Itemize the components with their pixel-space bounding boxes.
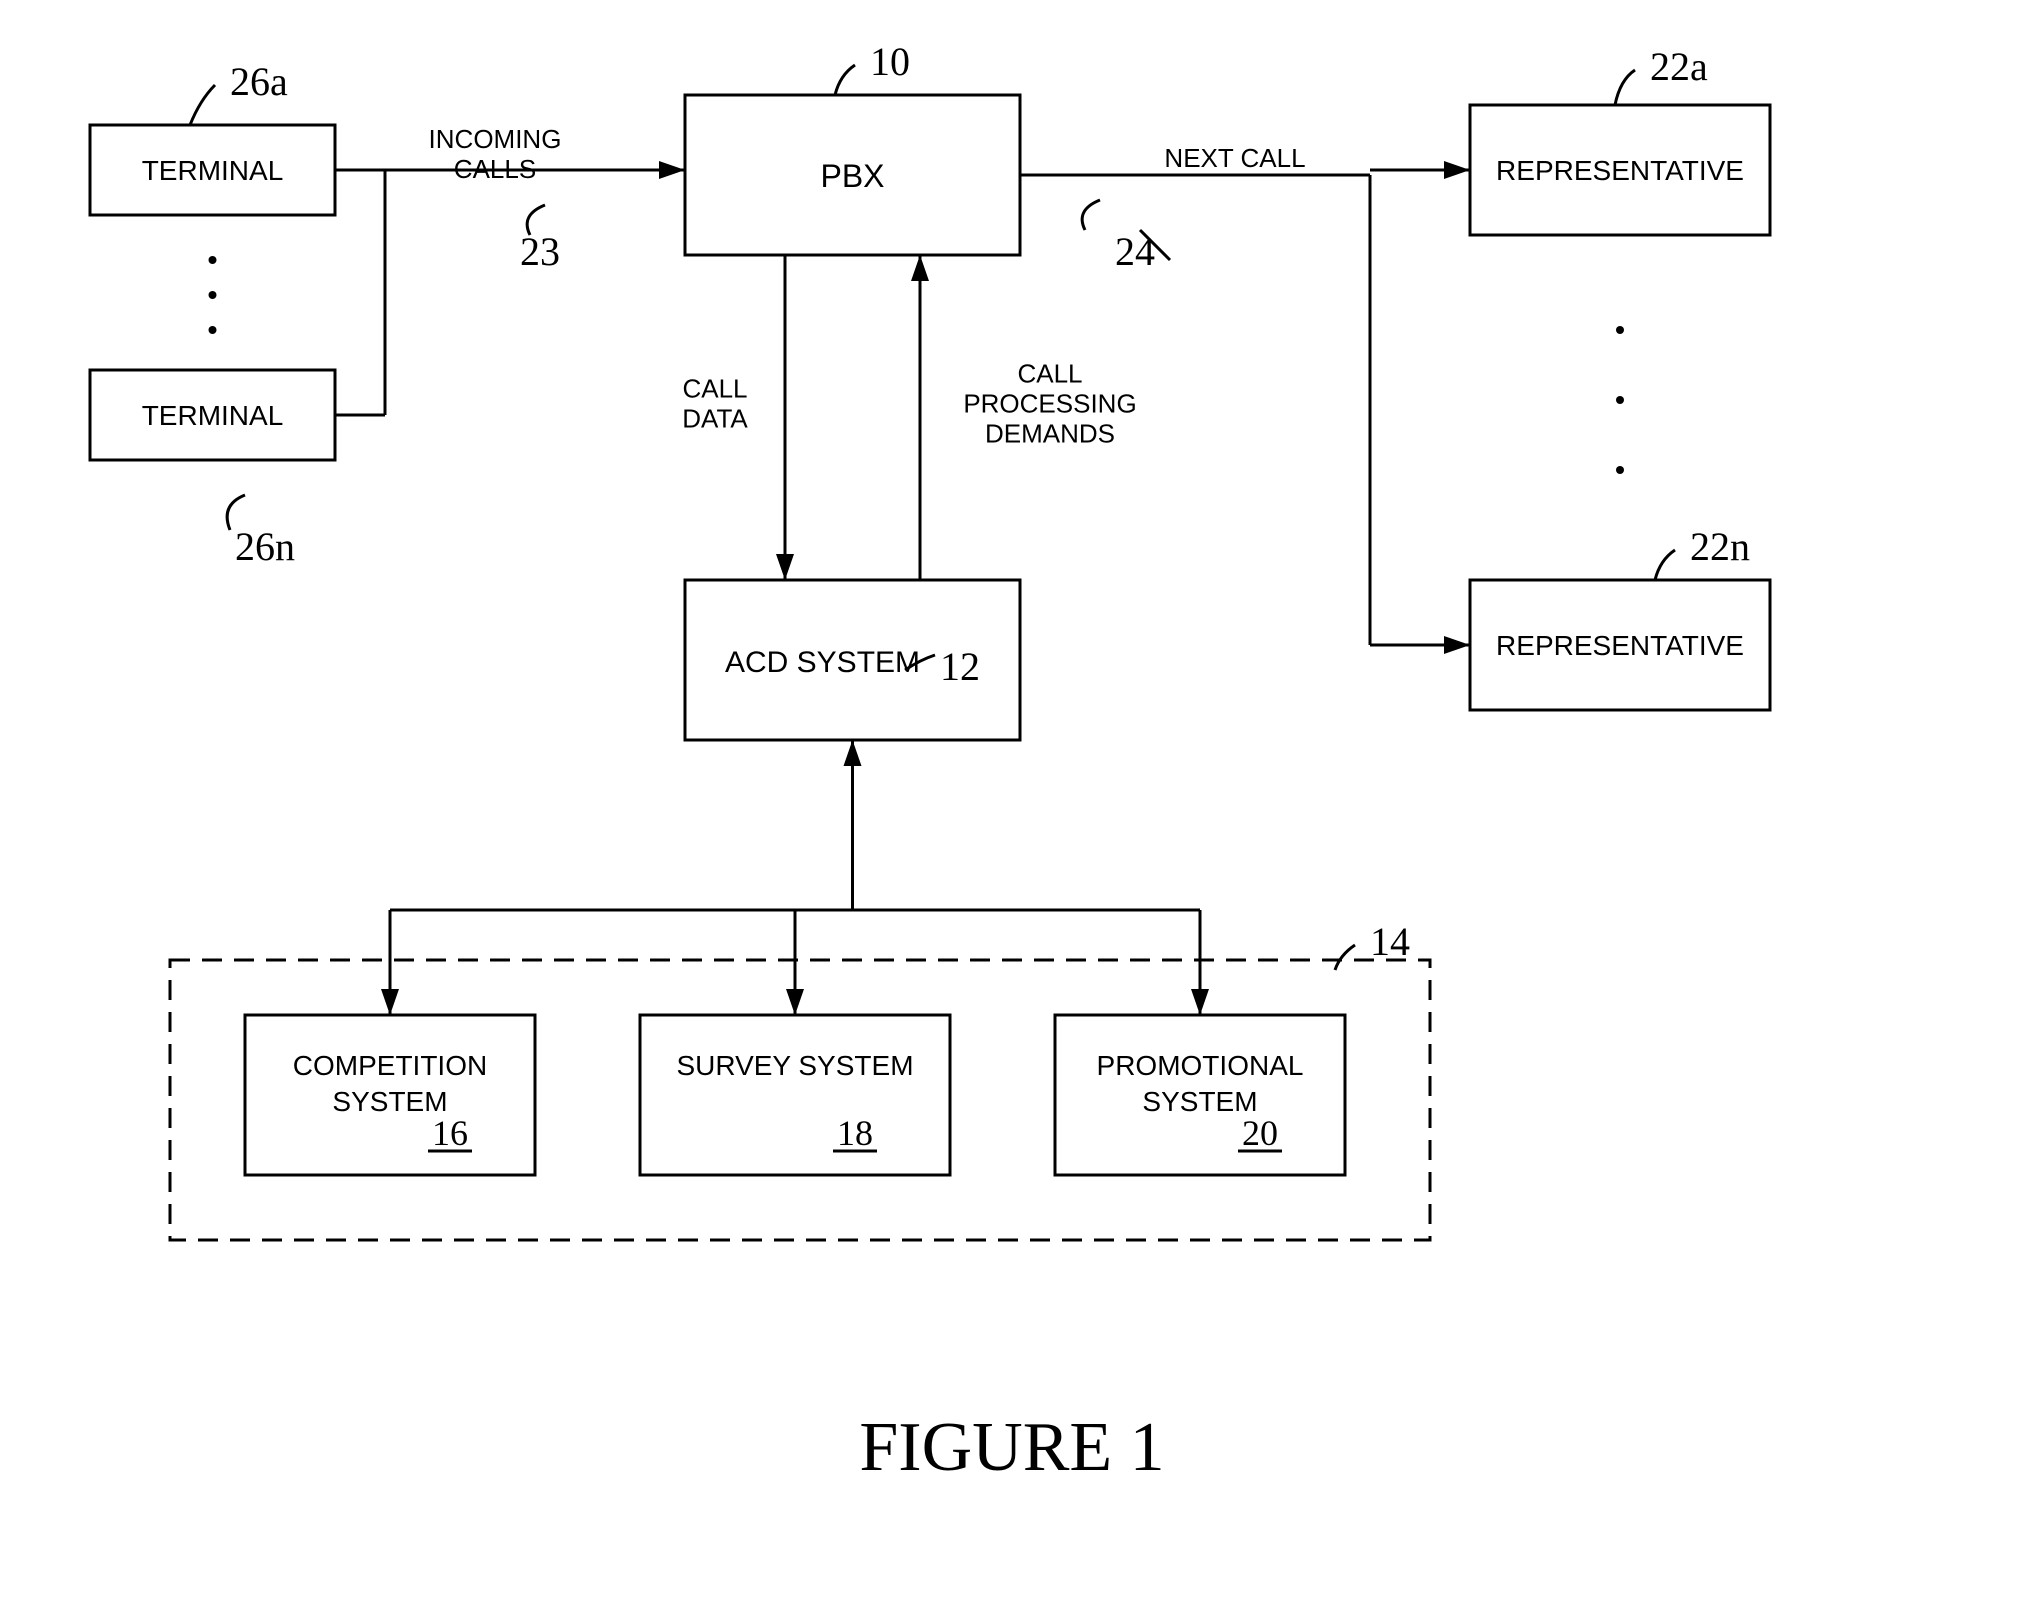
cpd-label-3: DEMANDS	[985, 419, 1115, 449]
ref-24: 24	[1115, 229, 1155, 274]
ref-23: 23	[520, 229, 560, 274]
terminal-a-label: TERMINAL	[142, 155, 284, 186]
ref-22n-leader	[1655, 550, 1675, 580]
figure-title: FIGURE 1	[859, 1409, 1164, 1486]
arrowhead	[1191, 989, 1209, 1015]
incoming-calls-label-1: INCOMING	[429, 124, 562, 154]
diagram-canvas: TERMINAL TERMINAL PBX ACD SYSTEM REPRESENTAT…	[0, 0, 2024, 1605]
ref-14-leader	[1335, 945, 1355, 970]
representative-a-label: REPRESENTATIVE	[1496, 155, 1744, 186]
representative-n-label: REPRESENTATIVE	[1496, 630, 1744, 661]
call-data-label-1: CALL	[682, 374, 747, 404]
competition-system-box-label: COMPETITION	[293, 1050, 487, 1081]
ref-26a: 26a	[230, 59, 288, 104]
arrowhead	[1444, 636, 1470, 654]
promotional-system-box-ref: 20	[1242, 1113, 1278, 1153]
ref-22a: 22a	[1650, 44, 1708, 89]
terminal-n-label: TERMINAL	[142, 400, 284, 431]
competition-system-box-ref: 16	[432, 1113, 468, 1153]
ref-10: 10	[870, 39, 910, 84]
rep-ellipsis-dot	[1616, 466, 1624, 474]
arrowhead	[1444, 161, 1470, 179]
ref-12: 12	[940, 644, 980, 689]
arrowhead	[844, 740, 862, 766]
ref-14: 14	[1370, 919, 1410, 964]
arrowhead	[776, 554, 794, 580]
acd-label: ACD SYSTEM	[725, 646, 920, 679]
rep-ellipsis-dot	[1616, 326, 1624, 334]
next-call-label: NEXT CALL	[1164, 143, 1305, 173]
promotional-system-box-label: SYSTEM	[1142, 1086, 1257, 1117]
rep-ellipsis-dot	[1616, 396, 1624, 404]
pbx-label: PBX	[820, 158, 884, 194]
competition-system-box-label: SYSTEM	[332, 1086, 447, 1117]
call-data-label-2: DATA	[682, 404, 748, 434]
ref-22a-leader	[1615, 70, 1635, 105]
survey-system-box-label: SURVEY SYSTEM	[676, 1050, 913, 1081]
cpd-label-2: PROCESSING	[963, 389, 1136, 419]
terminal-ellipsis-dot	[209, 291, 217, 299]
promotional-system-box-label: PROMOTIONAL	[1097, 1050, 1304, 1081]
ref-10-leader	[835, 65, 855, 95]
terminal-ellipsis-dot	[209, 256, 217, 264]
incoming-calls-label-2: CALLS	[454, 154, 536, 184]
arrowhead	[381, 989, 399, 1015]
survey-system-box	[640, 1015, 950, 1175]
arrowhead	[911, 255, 929, 281]
ref-26n: 26n	[235, 524, 295, 569]
survey-system-box-ref: 18	[837, 1113, 873, 1153]
terminal-ellipsis-dot	[209, 326, 217, 334]
ref-24-leader	[1082, 200, 1100, 230]
arrowhead	[659, 161, 685, 179]
ref-22n: 22n	[1690, 524, 1750, 569]
ref-26a-leader	[190, 85, 215, 125]
cpd-label-1: CALL	[1017, 359, 1082, 389]
arrowhead	[786, 989, 804, 1015]
